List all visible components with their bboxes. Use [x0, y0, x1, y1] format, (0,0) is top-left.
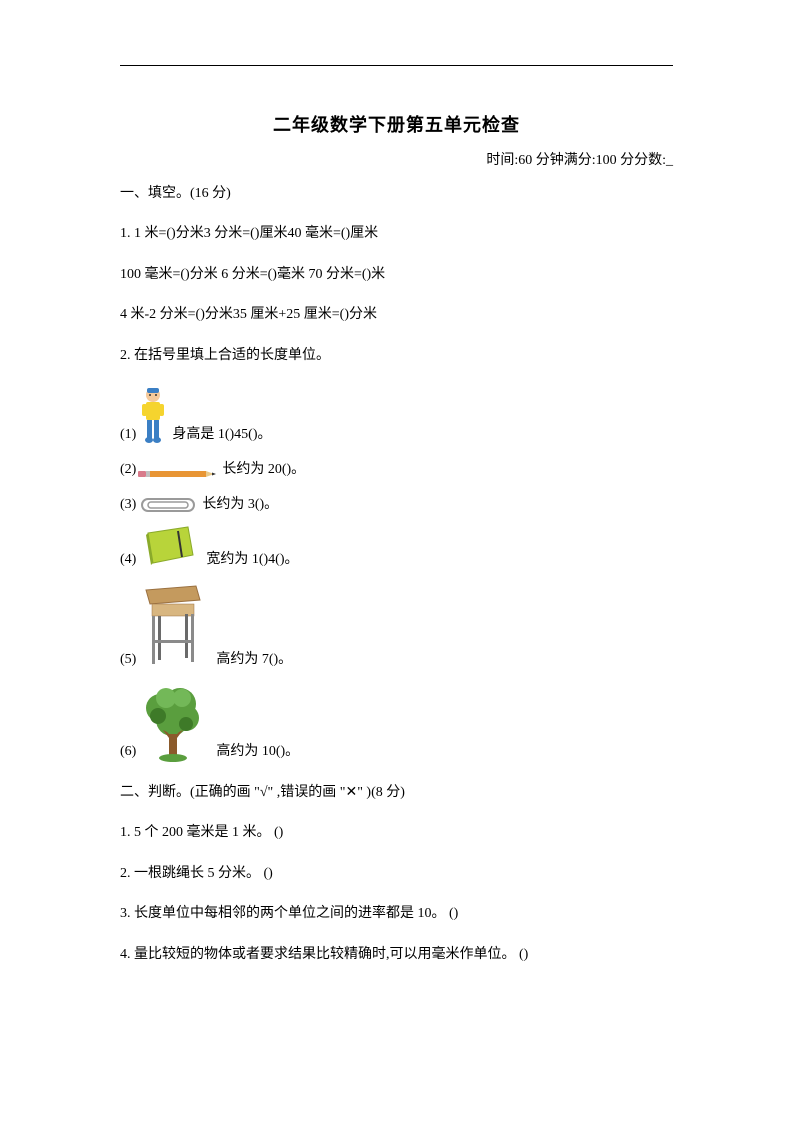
desk-icon: [138, 580, 208, 670]
q2-item-2-label: (2): [120, 459, 136, 480]
q2-item-3: (3) 长约为 3()。: [120, 494, 673, 515]
notebook-icon: [138, 525, 198, 570]
q2-item-4-label: (4): [120, 549, 136, 570]
q2-item-6-label: (6): [120, 741, 136, 762]
q2-item-6-text: 高约为 10()。: [216, 741, 299, 762]
paperclip-icon: [138, 495, 198, 515]
judge-4: 4. 量比较短的物体或者要求结果比较精确时,可以用毫米作单位。 (): [120, 944, 673, 966]
q2-item-4: (4) 宽约为 1()4()。: [120, 525, 673, 570]
section2-heading: 二、判断。(正确的画 "√" ,错误的画 "✕" )(8 分): [120, 782, 673, 804]
q1-line3: 4 米-2 分米=()分米35 厘米+25 厘米=()分米: [120, 304, 673, 326]
q2-item-5: (5) 高约为 7()。: [120, 580, 673, 670]
tree-icon: [138, 680, 208, 762]
q2-item-4-text: 宽约为 1()4()。: [206, 549, 298, 570]
judge-3: 3. 长度单位中每相邻的两个单位之间的进率都是 10。 (): [120, 903, 673, 925]
q1-line2: 100 毫米=()分米 6 分米=()毫米 70 分米=()米: [120, 264, 673, 286]
top-divider: [120, 65, 673, 66]
q2-item-5-text: 高约为 7()。: [216, 649, 292, 670]
pencil-icon: [138, 468, 218, 480]
boy-icon: [138, 385, 168, 445]
q2-heading: 2. 在括号里填上合适的长度单位。: [120, 345, 673, 367]
judge-2: 2. 一根跳绳长 5 分米。 (): [120, 863, 673, 885]
q2-item-5-label: (5): [120, 649, 136, 670]
q1-line1: 1. 1 米=()分米3 分米=()厘米40 毫米=()厘米: [120, 223, 673, 245]
q2-item-1: (1) 身高是 1()45()。: [120, 385, 673, 445]
section1-heading: 一、填空。(16 分): [120, 183, 673, 205]
q2-item-3-text: 长约为 3()。: [202, 494, 278, 515]
q2-item-6: (6) 高约为 10()。: [120, 680, 673, 762]
q2-item-3-label: (3): [120, 494, 136, 515]
meta-info: 时间:60 分钟满分:100 分分数:_: [120, 149, 673, 169]
q2-item-2-text: 长约为 20()。: [222, 459, 305, 480]
q2-item-2: (2) 长约为 20()。: [120, 459, 673, 480]
q2-item-1-label: (1): [120, 424, 136, 445]
q2-item-1-text: 身高是 1()45()。: [172, 424, 271, 445]
page-title: 二年级数学下册第五单元检查: [120, 111, 673, 137]
judge-1: 1. 5 个 200 毫米是 1 米。 (): [120, 822, 673, 844]
